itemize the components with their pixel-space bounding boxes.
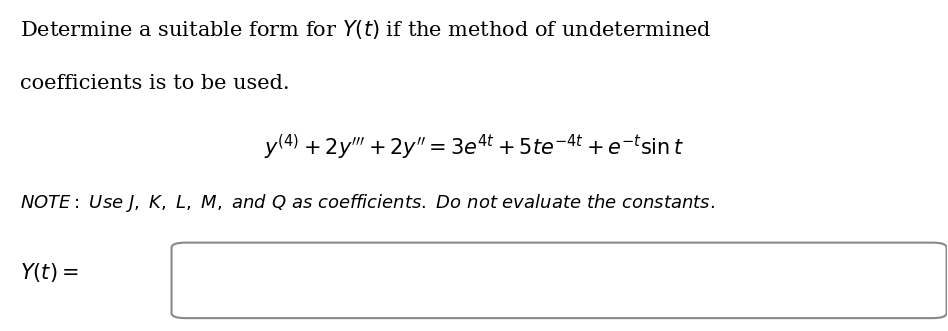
Text: $Y(t) =$: $Y(t) =$ xyxy=(20,261,79,284)
FancyBboxPatch shape xyxy=(172,243,947,318)
Text: coefficients is to be used.: coefficients is to be used. xyxy=(20,73,290,93)
Text: $\mathit{NOTE{:}\ Use\ J,\ K,\ L,\ M,\ and\ Q\ as\ coefficients.\ Do\ not\ evalu: $\mathit{NOTE{:}\ Use\ J,\ K,\ L,\ M,\ a… xyxy=(20,192,715,214)
Text: $y^{(4)} + 2y^{\prime\prime\prime} + 2y^{\prime\prime} = 3e^{4t} + 5te^{-4t} + e: $y^{(4)} + 2y^{\prime\prime\prime} + 2y^… xyxy=(264,133,684,162)
Text: Determine a suitable form for $Y(t)$ if the method of undetermined: Determine a suitable form for $Y(t)$ if … xyxy=(20,18,712,41)
